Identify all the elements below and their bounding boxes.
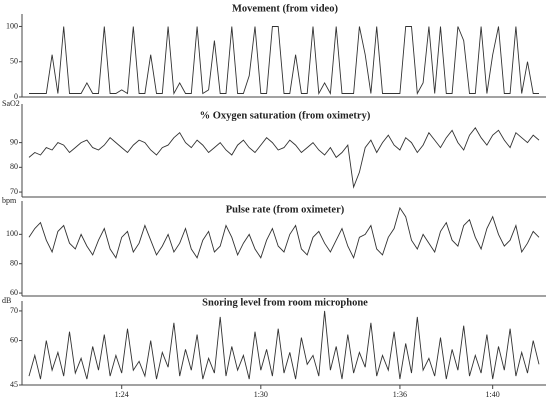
y-tick-label: 60 xyxy=(10,288,18,297)
panel-title: % Oxygen saturation (from oximetry) xyxy=(200,110,371,121)
series-line xyxy=(28,127,540,189)
y-tick-label: 100 xyxy=(6,229,18,238)
x-tick-label: 1:36 xyxy=(393,390,407,399)
y-tick-label: 50 xyxy=(10,57,18,66)
y-unit-label: bpm xyxy=(2,196,17,205)
panel-title: Snoring level from room microphone xyxy=(202,297,368,308)
y-tick-label: 90 xyxy=(10,137,18,146)
series-line xyxy=(29,26,539,96)
series-line xyxy=(28,310,540,380)
y-tick-label: 80 xyxy=(10,259,18,268)
y-tick-label: 60 xyxy=(10,335,18,344)
x-tick-label: 1:30 xyxy=(254,390,268,399)
y-unit-label: dB xyxy=(2,296,11,305)
panel-title: Pulse rate (from oximeter) xyxy=(226,204,345,215)
y-tick-label: 80 xyxy=(10,162,18,171)
x-tick-label: 1:24 xyxy=(115,390,129,399)
y-tick-label: 70 xyxy=(10,306,18,315)
y-unit-label: SaO2 xyxy=(2,99,20,108)
series-line xyxy=(28,206,540,260)
x-tick-label: 1:40 xyxy=(486,390,500,399)
y-tick-label: 70 xyxy=(10,187,18,196)
panel-title: Movement (from video) xyxy=(232,3,338,14)
y-tick-label: 45 xyxy=(10,380,18,389)
y-tick-label: 100 xyxy=(6,21,18,30)
y-tick-label: 0 xyxy=(14,92,18,101)
